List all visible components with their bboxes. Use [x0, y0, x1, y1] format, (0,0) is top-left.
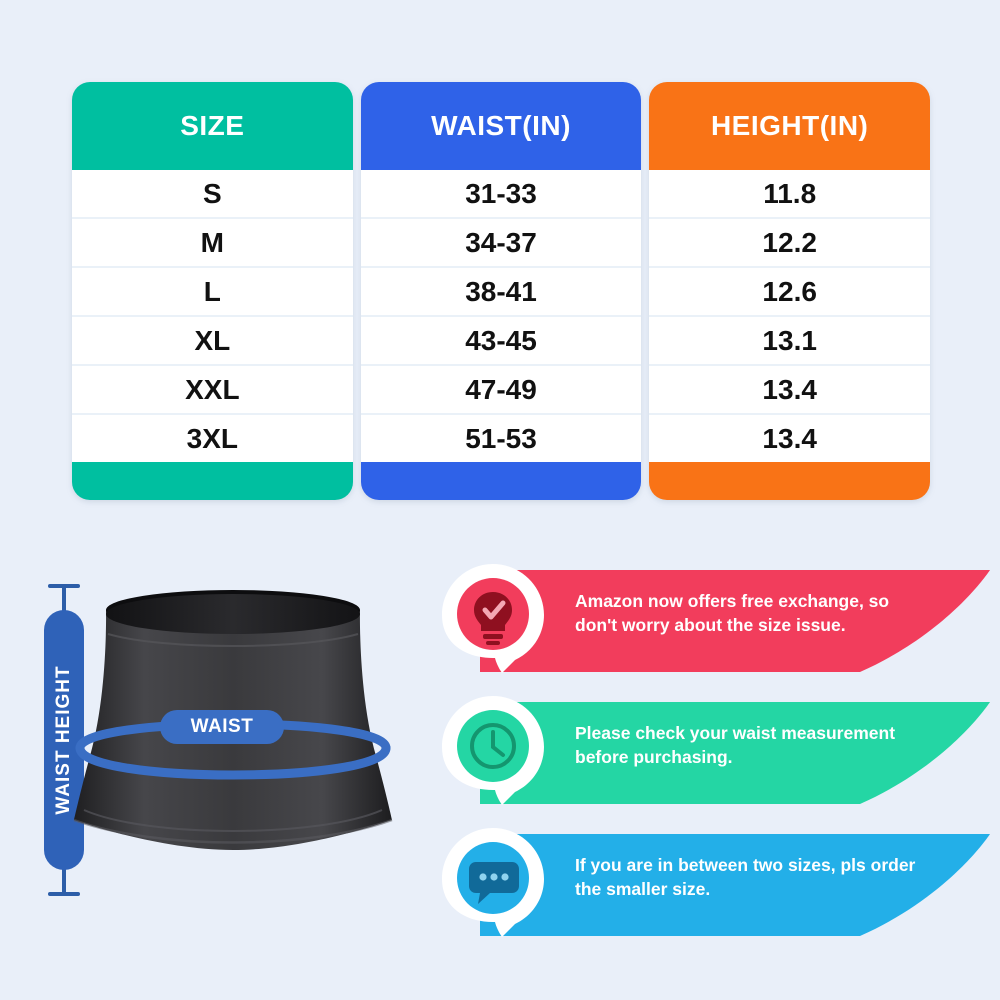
clock-hands-icon — [491, 730, 505, 757]
note-banner-fill-2 — [480, 702, 990, 804]
table-cell-height: 13.4 — [649, 415, 931, 462]
table-cell-waist: 43-45 — [360, 317, 642, 366]
trainer-bottom-edge — [73, 818, 393, 844]
table-column-size: SIZE S M L XL XXL 3XL — [72, 82, 353, 500]
table-cell-waist: 47-49 — [360, 366, 642, 415]
table-cell-waist: 34-37 — [360, 219, 642, 268]
note-banner-fill-3 — [480, 834, 990, 936]
waist-height-pill: WAIST HEIGHT — [44, 610, 84, 870]
clock-icon — [470, 723, 516, 769]
table-cell-waist: 51-53 — [360, 415, 642, 462]
size-chart-table: SIZE S M L XL XXL 3XL WAIST(IN) 31-33 34… — [72, 82, 931, 500]
table-cell-size: M — [72, 219, 353, 268]
note-banner-shape — [480, 834, 990, 936]
column-header-waist: WAIST(IN) — [360, 82, 642, 170]
chat-dot-icon — [479, 873, 487, 881]
trainer-top-rim — [106, 594, 360, 634]
waist-label-pill: WAIST — [160, 710, 284, 744]
column-body-size: S M L XL XXL 3XL — [72, 170, 353, 462]
note-item: Amazon now offers free exchange, so don'… — [440, 562, 990, 680]
column-footer-size — [72, 462, 353, 500]
lightbulb-base-1 — [483, 634, 503, 639]
table-cell-height: 11.8 — [649, 170, 931, 219]
waist-band-front — [75, 743, 391, 780]
note-badge-clock — [440, 694, 546, 806]
column-footer-waist — [360, 462, 642, 500]
column-header-height: HEIGHT(IN) — [649, 82, 931, 170]
note-badge-chat — [440, 826, 546, 938]
chat-bubble-icon — [469, 862, 519, 904]
lightbulb-base-2 — [486, 641, 500, 645]
table-cell-size: XXL — [72, 366, 353, 415]
table-cell-height: 12.2 — [649, 219, 931, 268]
note-text: If you are in between two sizes, pls ord… — [575, 855, 916, 899]
note-banner-shape — [480, 702, 990, 804]
note-banner-shape — [480, 570, 990, 672]
table-cell-size: XL — [72, 317, 353, 366]
note-item: Please check your waist measurement befo… — [440, 694, 990, 812]
table-cell-height: 12.6 — [649, 268, 931, 317]
note-banner-fill-1 — [480, 570, 990, 672]
column-header-size: SIZE — [72, 82, 353, 170]
table-cell-waist: 31-33 — [360, 170, 642, 219]
table-cell-height: 13.4 — [649, 366, 931, 415]
waist-label: WAIST — [190, 716, 254, 737]
note-item: If you are in between two sizes, pls ord… — [440, 826, 990, 944]
chat-dot-icon — [490, 873, 498, 881]
chat-dot-icon — [501, 873, 509, 881]
trainer-top-seam — [107, 633, 359, 647]
column-body-waist: 31-33 34-37 38-41 43-45 47-49 51-53 — [360, 170, 642, 462]
note-text: Amazon now offers free exchange, so don'… — [575, 591, 890, 635]
table-cell-size: S — [72, 170, 353, 219]
note-text: Please check your waist measurement befo… — [575, 723, 896, 767]
measure-cap-bottom — [48, 892, 80, 896]
table-cell-size: 3XL — [72, 415, 353, 462]
table-column-waist: WAIST(IN) 31-33 34-37 38-41 43-45 47-49 … — [360, 82, 642, 500]
measure-cap-top — [48, 584, 80, 588]
trainer-bottom-seam — [83, 809, 383, 832]
product-illustration: WAIST HEIGHT — [10, 560, 430, 980]
column-body-height: 11.8 12.2 12.6 13.1 13.4 13.4 — [649, 170, 931, 462]
column-footer-height — [649, 462, 931, 500]
notes-list: Amazon now offers free exchange, so don'… — [440, 558, 990, 968]
check-icon — [482, 600, 506, 620]
table-cell-height: 13.1 — [649, 317, 931, 366]
table-column-height: HEIGHT(IN) 11.8 12.2 12.6 13.1 13.4 13.4 — [649, 82, 931, 500]
table-cell-waist: 38-41 — [360, 268, 642, 317]
waist-height-measure: WAIST HEIGHT — [44, 584, 84, 896]
table-cell-size: L — [72, 268, 353, 317]
note-badge-lightbulb — [440, 562, 546, 674]
